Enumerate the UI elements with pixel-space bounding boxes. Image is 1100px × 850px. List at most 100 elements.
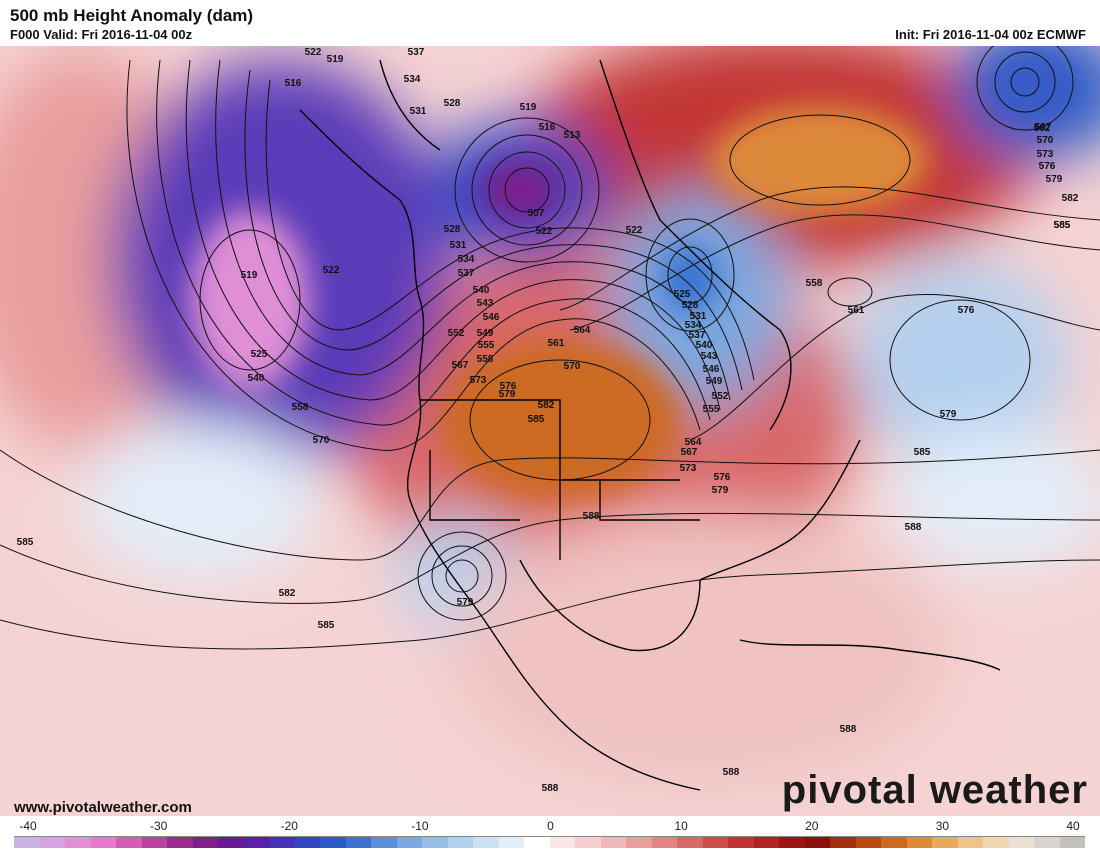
contour-label: 588	[542, 783, 559, 794]
contour-label: 588	[583, 511, 600, 522]
contour-label: 573	[680, 463, 697, 474]
contour-label: 513	[564, 130, 581, 141]
contour-label: 561	[848, 305, 865, 316]
colorbar-swatch	[932, 837, 958, 848]
contour-label: 576	[958, 305, 975, 316]
colorbar-swatch	[1008, 837, 1034, 848]
colorbar-swatch	[269, 837, 295, 848]
colorbar-swatch	[498, 837, 524, 848]
contour-label: 585	[914, 447, 931, 458]
contour-label: 576	[500, 381, 517, 392]
contour-label: 588	[840, 724, 857, 735]
colorbar-swatch	[524, 837, 550, 848]
contour-label: 528	[444, 224, 461, 235]
contour-label: 585	[318, 620, 335, 631]
contour-label: 555	[478, 340, 495, 351]
colorbar-tick-label: 0	[547, 819, 554, 833]
colorbar-swatch	[600, 837, 626, 848]
colorbar-tick-label: 30	[935, 819, 950, 833]
colorbar-swatch	[1059, 837, 1085, 848]
map-title: 500 mb Height Anomaly (dam)	[10, 6, 254, 25]
contour-label: 552	[712, 391, 729, 402]
colorbar-tick-label: -30	[149, 819, 168, 833]
colorbar-tick-label: -40	[19, 819, 37, 833]
contour-label: 558	[477, 354, 494, 365]
colorbar-swatch	[90, 837, 116, 848]
height-contours	[0, 46, 1100, 650]
contour-label: 564	[685, 437, 702, 448]
contour-label: 537	[689, 330, 706, 341]
colorbar-swatch	[345, 837, 371, 848]
anomaly-field	[0, 46, 1100, 816]
contour-label: 540	[696, 340, 713, 351]
colorbar-swatch	[243, 837, 269, 848]
contour-label: 543	[701, 351, 718, 362]
contour-label: 525	[251, 349, 268, 360]
colorbar-swatch	[473, 837, 499, 848]
contour-label: 522	[305, 47, 322, 58]
contour-label: 531	[410, 106, 427, 117]
contour-label: 558	[806, 278, 823, 289]
coastlines	[299, 59, 1001, 791]
contour-label: 582	[279, 588, 296, 599]
colorbar-swatch	[957, 837, 983, 848]
colorbar-swatch	[753, 837, 779, 848]
contour-label: 534	[404, 74, 421, 85]
contour-label: 516	[285, 78, 302, 89]
contour-label: 570	[564, 361, 581, 372]
contour-label: 519	[327, 54, 344, 65]
colorbar-swatch	[881, 837, 907, 848]
contour-label: 522	[626, 225, 643, 236]
colorbar-swatch	[855, 837, 881, 848]
colorbar-swatch	[1034, 837, 1060, 848]
contour-label: 567	[681, 447, 698, 458]
contour-label: 567	[452, 360, 469, 371]
contour-label: 582	[1062, 193, 1079, 204]
colorbar-tick-label: -20	[280, 819, 298, 833]
contour-label: 534	[685, 320, 702, 331]
contour-label: 519	[241, 270, 258, 281]
contour-label: 516	[539, 122, 556, 133]
contour-label: 519	[520, 102, 537, 113]
colorbar-swatch	[192, 837, 218, 848]
contour-label: 537	[408, 47, 425, 58]
contour-label: 537	[458, 268, 475, 279]
contour-label: 549	[706, 376, 723, 387]
contour-label: 522	[536, 226, 553, 237]
contour-label: 558	[292, 402, 309, 413]
contour-label: 585	[1054, 220, 1071, 231]
colorbar-swatch	[906, 837, 932, 848]
colorbar-swatch	[626, 837, 652, 848]
contour-label: 534	[458, 254, 475, 265]
contour-label: 525	[674, 289, 691, 300]
contour-label: 570	[1037, 135, 1054, 146]
brand-logo: pivotal weather	[781, 768, 1088, 812]
contour-label: 540	[248, 373, 265, 384]
contour-label: 576	[714, 472, 731, 483]
colorbar-swatch	[65, 837, 91, 848]
colorbar-swatch	[549, 837, 575, 848]
contour-label: 546	[703, 364, 720, 375]
colorbar-swatch	[14, 837, 40, 848]
contour-label: 579	[457, 597, 474, 608]
contour-label: 585	[528, 414, 545, 425]
contour-label: 579	[499, 389, 516, 400]
colorbar-swatch	[116, 837, 142, 848]
colorbar-tick-label: 20	[805, 819, 819, 833]
colorbar-swatch	[804, 837, 830, 848]
contour-label: 561	[548, 338, 565, 349]
colorbar-swatch	[218, 837, 244, 848]
contour-label: 579	[712, 485, 729, 496]
site-url[interactable]: www.pivotalweather.com	[14, 799, 192, 816]
colorbar-tick-label: -10	[411, 819, 429, 833]
contour-label: 579	[1046, 174, 1063, 185]
colorbar-swatch	[167, 837, 193, 848]
valid-time: F000 Valid: Fri 2016-11-04 00z	[10, 27, 193, 42]
colorbar-swatch	[39, 837, 65, 848]
contour-label: 573	[470, 375, 487, 386]
contour-label: 528	[682, 300, 699, 311]
colorbar-swatch	[396, 837, 422, 848]
contour-label: 588	[905, 522, 922, 533]
contour-label: 579	[940, 409, 957, 420]
colorbar-swatch	[702, 837, 728, 848]
